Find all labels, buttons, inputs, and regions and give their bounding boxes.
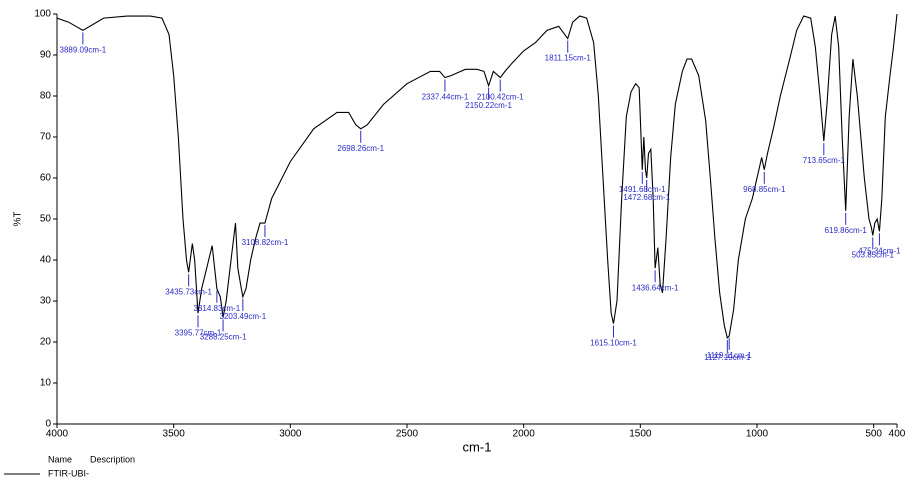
peak-label: 2150.22cm-1 (465, 101, 512, 110)
peak-label: 1127.19cm-1 (704, 353, 751, 362)
x-tick-label: 1000 (746, 429, 769, 440)
y-axis-label: %T (13, 212, 24, 227)
spectrum-line (56, 13, 898, 340)
y-tick-label: 0 (45, 419, 51, 430)
x-tick-label: 400 (889, 429, 906, 440)
x-tick-label: 1500 (629, 429, 652, 440)
y-tick-label: 20 (40, 337, 52, 348)
x-tick-label: 3000 (279, 429, 302, 440)
peak-label: 2100.42cm-1 (477, 93, 524, 102)
legend-header: Description (90, 454, 135, 464)
peak-label: 2337.44cm-1 (422, 93, 469, 102)
peak-label: 619.86cm-1 (825, 226, 868, 235)
x-axis-label: cm-1 (463, 439, 492, 454)
y-tick-label: 90 (40, 50, 52, 61)
x-tick-label: 500 (865, 429, 882, 440)
peak-label: 1491.68cm-1 (619, 185, 666, 194)
y-tick-label: 40 (40, 255, 52, 266)
peak-label: 3288.25cm-1 (200, 333, 247, 342)
peak-label: 3203.49cm-1 (220, 312, 267, 321)
peak-label: 2698.26cm-1 (337, 144, 384, 153)
peak-label: 1436.64cm-1 (632, 283, 679, 292)
x-tick-label: 3500 (163, 429, 186, 440)
peak-label: 3395.77cm-1 (175, 328, 222, 337)
peak-label: 503.85cm-1 (852, 251, 895, 260)
peak-label: 1119.11cm-1 (707, 351, 752, 360)
x-tick-label: 4000 (46, 429, 69, 440)
peak-label: 3108.82cm-1 (242, 238, 289, 247)
peak-label: 713.65cm-1 (803, 156, 846, 165)
y-tick-label: 100 (34, 9, 51, 20)
y-tick-label: 30 (40, 296, 52, 307)
peak-label: 3435.73cm-1 (165, 287, 212, 296)
peak-label: 3889.09cm-1 (60, 46, 107, 55)
y-tick-label: 50 (40, 214, 52, 225)
peak-label: 1615.10cm-1 (590, 339, 637, 348)
y-tick-label: 10 (40, 378, 52, 389)
y-tick-label: 60 (40, 173, 52, 184)
x-tick-label: 2000 (513, 429, 536, 440)
peak-label: 1472.68cm-1 (623, 193, 670, 202)
peak-label: 475.34cm-1 (858, 246, 901, 255)
legend-header: Name (48, 454, 72, 464)
x-tick-label: 2500 (396, 429, 419, 440)
y-tick-label: 80 (40, 91, 52, 102)
peak-label: 968.85cm-1 (743, 185, 786, 194)
peak-label: 1811.15cm-1 (545, 54, 592, 63)
peak-label: 3314.83cm-1 (194, 304, 241, 313)
legend-label: FTIR-UBI- (48, 468, 89, 478)
y-tick-label: 70 (40, 132, 52, 143)
